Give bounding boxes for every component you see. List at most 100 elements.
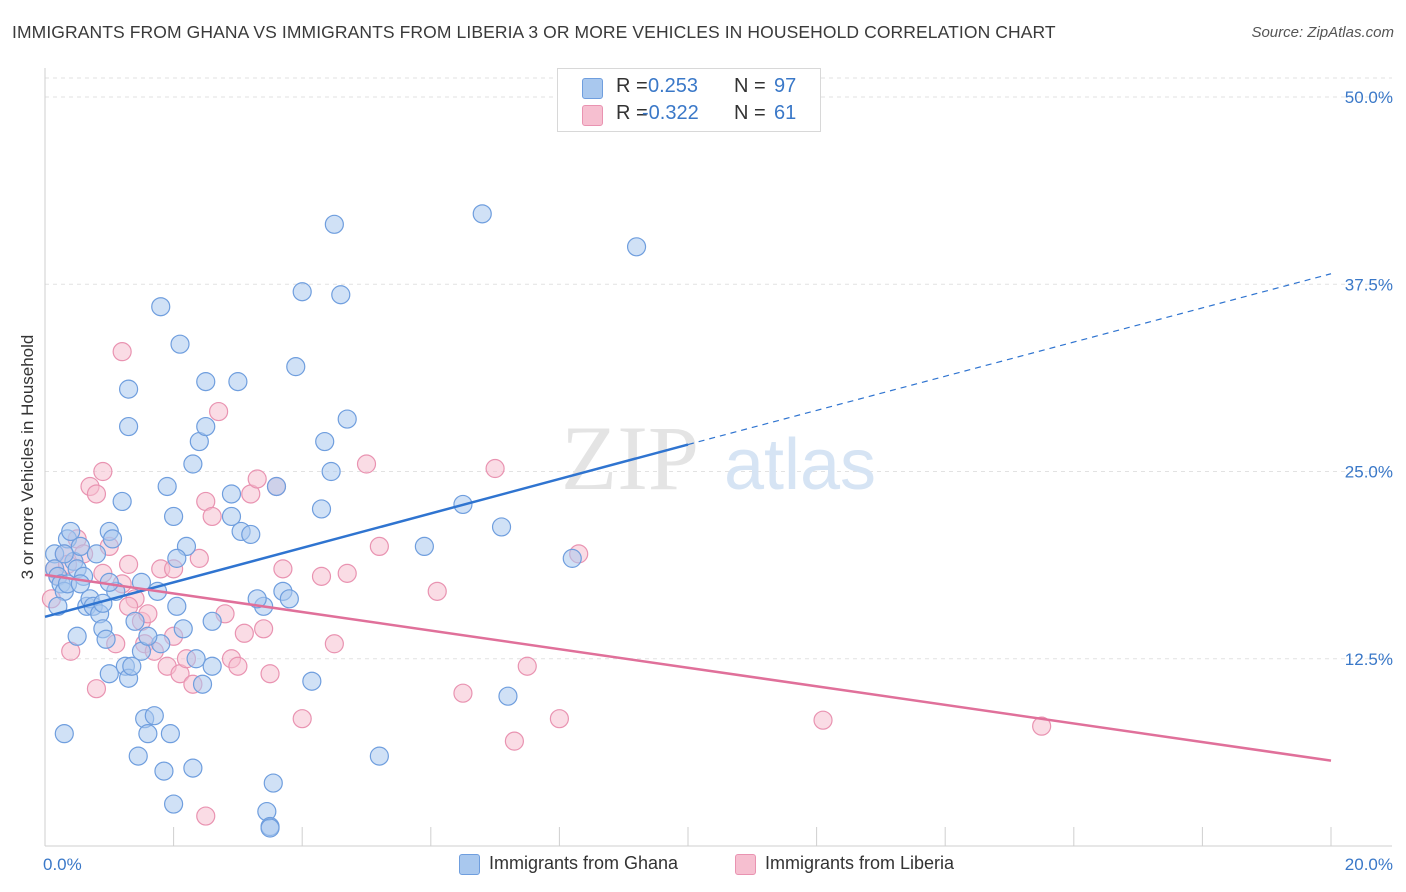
ghana-point [337,409,357,429]
ghana-point [228,372,248,392]
liberia-point [292,709,312,729]
ghana-point [241,524,261,545]
legend-label-liberia: Immigrants from Liberia [765,853,955,873]
liberia-point [254,619,274,639]
liberia-point [485,458,505,479]
ghana-point [164,794,184,814]
ghana-point [125,611,145,631]
ghana-point [61,521,81,542]
ghana-point [138,724,158,744]
ghana-swatch [582,78,603,99]
ghana-point [472,204,492,224]
ghana-point [202,611,222,631]
ghana-point [491,517,512,537]
y-axis-title: 3 or more Vehicles in Household [18,335,37,580]
ghana-point [96,629,116,649]
liberia-point [337,563,357,583]
ghana-point [279,589,299,609]
liberia-point [247,469,267,489]
ghana-trend-line [44,443,689,619]
liberia-point [427,581,447,601]
n-value: 61 [774,102,797,124]
liberia-point [813,710,833,730]
liberia-point [311,566,332,586]
ghana-point [186,649,206,669]
y-tick-label: 12.5% [1345,650,1393,669]
ghana-point [311,499,332,519]
ghana-trend-extension [687,273,1332,446]
ghana-point [70,574,90,594]
source-label: Source: ZipAtlas.com [1251,24,1394,41]
ghana-point [67,626,87,646]
n-label: N = [734,75,766,97]
r-label: R = [616,102,648,124]
axes [44,68,1392,847]
ghana-point [221,484,242,504]
ghana-point [260,818,280,838]
ghana-point [183,454,203,474]
liberia-swatch [735,854,756,875]
ghana-point [48,596,68,616]
ghana-point [302,671,322,691]
liberia-point [189,548,209,568]
y-tick-label: 37.5% [1345,275,1393,294]
ghana-point [247,589,267,609]
liberia-point [234,623,254,643]
n-label: N = [734,102,766,124]
liberia-point [228,656,248,676]
liberia-point [549,709,570,729]
legend-series: Immigrants from Ghana Immigrants from Li… [0,852,1406,878]
ghana-point [70,536,90,557]
ghana-point [498,686,518,706]
x-tick-label: 0.0% [43,855,82,874]
points [41,204,1052,838]
ghana-point [122,656,142,676]
liberia-point [453,683,473,703]
liberia-point [93,461,113,482]
liberia-point [86,484,107,504]
ghana-point [183,758,203,778]
ghana-point [196,416,216,437]
ghana-point [292,282,312,302]
watermark-atlas: atlas [724,425,876,505]
r-value: -0.322 [642,102,699,124]
liberia-trend-line [44,573,1332,762]
trend-lines [44,273,1332,762]
ghana-point [54,724,74,744]
liberia-point [356,454,377,474]
ghana-point [154,761,174,781]
ghana-swatch [459,854,480,875]
ghana-point [160,724,180,744]
ghana-point [167,596,187,616]
ghana-point [157,476,177,497]
ghana-point [414,536,434,557]
ghana-point [99,664,119,684]
ghana-point [315,431,335,452]
ghana-point [321,461,341,482]
ghana-point [324,214,344,234]
ghana-point [167,548,187,568]
liberia-point [324,634,344,654]
liberia-point [118,554,139,574]
ghana-point [286,357,306,377]
ghana-point [170,334,190,354]
ghana-point [263,773,283,793]
ghana-point [266,476,287,497]
watermark-zip: ZIP [561,407,699,509]
liberia-point [260,664,280,684]
r-label: R = [616,75,648,97]
liberia-point [517,656,537,676]
liberia-point [196,806,216,826]
ghana-point [164,506,184,527]
legend-stats: R = 0.253 N = 97 R = -0.322 N = 61 [557,68,821,132]
ghana-point [196,372,216,392]
legend-label-ghana: Immigrants from Ghana [489,853,679,873]
ghana-point [192,674,213,694]
liberia-point [369,536,389,557]
axis-labels: 12.5% 25.0% 37.5% 50.0% 0.0% 20.0% 3 or more V… [18,88,1393,874]
ghana-point [626,237,647,257]
ghana-point [118,379,139,399]
ghana-point [86,544,107,564]
ghana-point [144,706,164,726]
